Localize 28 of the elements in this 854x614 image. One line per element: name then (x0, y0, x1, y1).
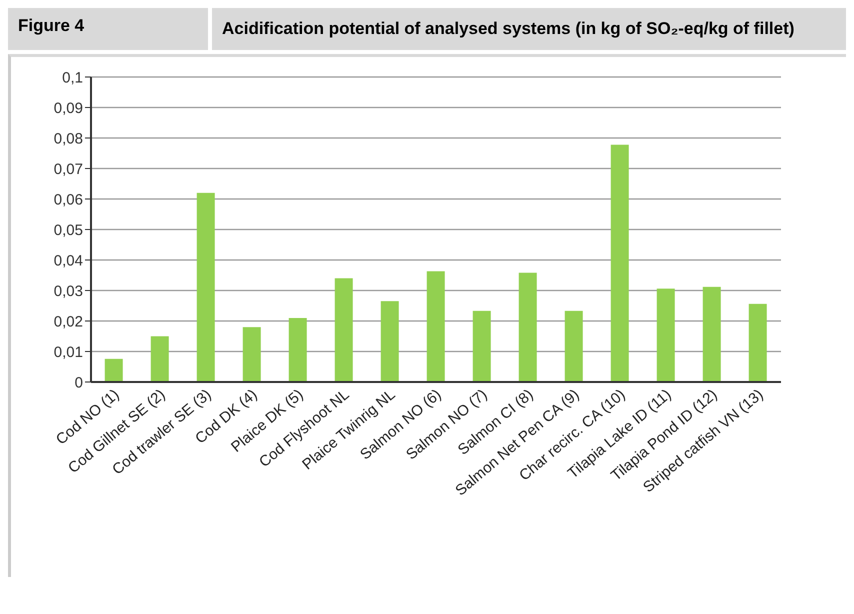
caption: Figure 4 (18, 16, 86, 36)
bar (196, 192, 215, 382)
bar (702, 286, 721, 382)
y-tick-label: 0,08 (54, 130, 83, 148)
y-tick-label: 0,07 (54, 160, 83, 178)
bar (610, 144, 629, 382)
bar (426, 271, 445, 382)
bar (518, 272, 537, 382)
y-tick-label: 0,05 (54, 222, 83, 239)
bar (380, 301, 399, 382)
y-tick-label: 0,09 (54, 100, 83, 117)
y-tick-label: 0,02 (54, 313, 83, 330)
bar (564, 310, 583, 382)
y-tick-label: 0,04 (54, 252, 83, 270)
bar (748, 304, 767, 382)
y-tick-label: 0,03 (54, 282, 83, 300)
bar (334, 278, 353, 382)
bar (150, 336, 169, 382)
bar (242, 327, 261, 382)
y-tick-label: 0,01 (54, 344, 83, 361)
chart-title: Acidification potential of analysed systems (in kg of SO₂-eq/kg of fillet) (221, 18, 796, 40)
bar (472, 310, 491, 382)
y-tick-label: 0 (74, 374, 83, 392)
y-tick-label: 0,06 (54, 191, 83, 208)
y-tick-label: 0,1 (62, 69, 83, 86)
bar (656, 288, 675, 382)
bar (104, 358, 123, 382)
bar (288, 318, 307, 382)
